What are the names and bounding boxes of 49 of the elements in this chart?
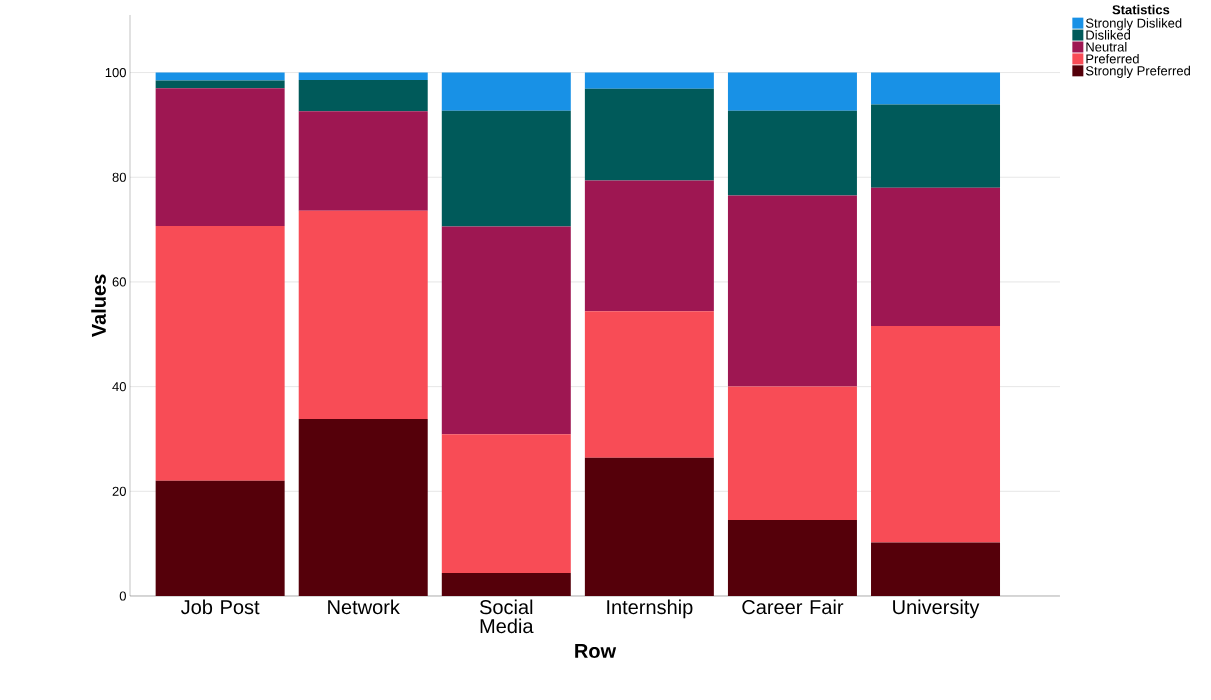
legend-label: Disliked bbox=[1086, 30, 1131, 40]
legend-label: Preferred bbox=[1086, 53, 1139, 64]
bar bbox=[155, 88, 285, 226]
bar bbox=[298, 419, 428, 596]
bar bbox=[727, 72, 857, 111]
bar bbox=[441, 110, 571, 227]
bar bbox=[441, 72, 571, 111]
bar bbox=[155, 225, 285, 481]
y-tick-label: 100 bbox=[105, 67, 126, 78]
legend-label: Strongly Preferred bbox=[1085, 65, 1190, 78]
x-axis-title: Row bbox=[575, 644, 617, 659]
y-tick-label: 20 bbox=[112, 486, 126, 496]
legend-label: Strongly Disliked bbox=[1085, 18, 1182, 31]
legend-title: Statistics bbox=[1112, 4, 1170, 15]
bar bbox=[298, 210, 428, 420]
bar bbox=[441, 226, 571, 435]
bar bbox=[727, 520, 857, 596]
y-tick-label: 0 bbox=[119, 591, 126, 601]
bar bbox=[584, 180, 714, 312]
bar bbox=[441, 434, 571, 573]
bar bbox=[871, 187, 1001, 326]
y-tick-label: 80 bbox=[112, 172, 126, 182]
x-tick-label: Internship bbox=[607, 599, 693, 619]
bar bbox=[871, 104, 1001, 188]
bar bbox=[155, 80, 285, 89]
y-tick-label: 60 bbox=[112, 277, 126, 287]
bar bbox=[155, 480, 285, 596]
y-tick-label: 40 bbox=[112, 382, 126, 392]
bar bbox=[871, 325, 1001, 543]
bar bbox=[298, 72, 428, 80]
x-tick-label: University bbox=[893, 599, 980, 619]
x-tick-label: Social Media bbox=[479, 599, 534, 634]
bar bbox=[727, 195, 857, 387]
legend-label: Neutral bbox=[1086, 42, 1127, 52]
bar bbox=[584, 311, 714, 458]
bar bbox=[727, 110, 857, 196]
bar bbox=[584, 72, 714, 89]
bar bbox=[727, 386, 857, 521]
x-tick-label: Career Fair bbox=[742, 599, 844, 615]
bar bbox=[441, 572, 571, 596]
x-tick-label: Network bbox=[328, 599, 400, 615]
bar bbox=[584, 457, 714, 596]
bar bbox=[871, 72, 1001, 105]
bar bbox=[871, 542, 1001, 596]
x-tick-label: Job Post bbox=[180, 599, 260, 615]
bar bbox=[298, 111, 428, 211]
y-axis-title: Values bbox=[91, 274, 106, 338]
bar bbox=[298, 79, 428, 112]
bar bbox=[584, 88, 714, 181]
